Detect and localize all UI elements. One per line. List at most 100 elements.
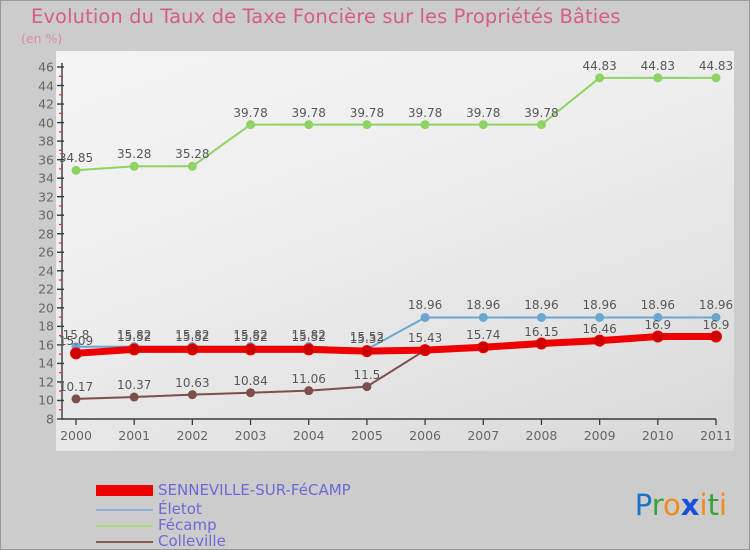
x-axis-tick-label: 2007: [467, 428, 500, 443]
x-axis-tick-label: 2005: [351, 428, 383, 443]
legend-color-swatch: [96, 541, 153, 543]
chart-unit-label: (en %): [21, 31, 63, 46]
data-point-label: 15.43: [407, 331, 443, 346]
data-point: [187, 390, 197, 400]
data-point: [244, 343, 257, 356]
logo-letter: x: [680, 488, 700, 522]
legend-item[interactable]: Életot: [96, 500, 476, 518]
y-axis-tick-label: 30: [38, 207, 54, 223]
y-axis-tick-label: 22: [38, 281, 54, 297]
data-point: [420, 312, 430, 322]
data-point-label: 39.78: [291, 105, 326, 120]
data-point-label: 15.09: [58, 334, 94, 349]
data-point-label: 15.74: [466, 328, 501, 343]
y-axis-tick-label: 40: [38, 115, 54, 131]
y-axis-tick-label: 10: [38, 392, 54, 408]
y-axis-tick-label: 20: [38, 300, 54, 316]
data-point-label: 15.52: [116, 330, 152, 345]
data-point-label: 44.83: [698, 58, 734, 73]
data-point-label: 39.78: [233, 105, 268, 120]
data-point-label: 18.96: [640, 298, 675, 313]
logo-letter: i: [718, 488, 727, 522]
y-axis-tick-label: 42: [38, 96, 54, 112]
data-point: [362, 382, 372, 392]
data-point: [362, 120, 372, 130]
data-point: [187, 161, 197, 171]
data-point-label: 35.28: [116, 147, 152, 162]
y-axis-tick-label: 16: [38, 337, 54, 353]
legend-item[interactable]: Colleville: [96, 532, 476, 550]
logo-letter: P: [634, 488, 652, 522]
data-point-label: 39.78: [524, 105, 559, 120]
data-point-label: 16.9: [644, 317, 672, 332]
data-point: [653, 73, 663, 83]
legend-item[interactable]: Fécamp: [96, 516, 476, 534]
legend-color-swatch: [96, 509, 153, 511]
y-axis-tick-label: 34: [38, 170, 54, 186]
data-point: [129, 392, 139, 402]
data-point: [478, 312, 488, 322]
y-axis-tick-label: 24: [38, 263, 54, 279]
data-point: [246, 120, 256, 130]
data-point-label: 10.84: [233, 373, 268, 388]
data-point: [71, 394, 81, 404]
data-point: [129, 161, 139, 171]
y-axis-tick-label: 8: [46, 411, 54, 427]
y-axis-tick-label: 14: [38, 355, 54, 371]
data-point-label: 39.78: [466, 105, 501, 120]
data-point: [477, 341, 490, 354]
logo-letter: t: [707, 488, 719, 522]
data-point-label: 39.78: [407, 105, 443, 120]
data-point: [711, 312, 721, 322]
x-axis-tick-label: 2003: [234, 428, 267, 443]
data-point: [651, 330, 664, 343]
data-point-label: 15.33: [349, 332, 385, 347]
data-point: [711, 73, 721, 83]
y-axis-tick-label: 18: [38, 318, 54, 334]
data-point: [595, 312, 605, 322]
data-point-label: 15.82: [233, 327, 268, 342]
legend-label: Életot: [158, 500, 202, 518]
x-axis-tick-label: 2002: [176, 428, 209, 443]
data-point-label: 16.9: [702, 317, 730, 332]
data-point-label: 15.82: [291, 327, 326, 342]
data-point: [595, 73, 605, 83]
legend-item[interactable]: SENNEVILLE-SUR-FéCAMP: [96, 481, 476, 502]
legend-color-swatch: [96, 485, 153, 496]
data-point: [535, 337, 548, 350]
y-axis-tick-label: 12: [38, 374, 54, 390]
x-axis-tick-label: 2000: [60, 428, 92, 443]
data-point: [302, 343, 315, 356]
x-axis-tick-label: 2010: [641, 428, 674, 443]
legend-label: SENNEVILLE-SUR-FéCAMP: [158, 481, 351, 499]
data-point-label: 18.96: [466, 298, 501, 313]
data-point: [186, 343, 199, 356]
data-point-label: 35.28: [175, 147, 210, 162]
legend-color-swatch: [96, 525, 153, 527]
y-axis-tick-label: 36: [38, 152, 54, 168]
data-point: [304, 386, 314, 396]
data-point-label: 44.83: [640, 58, 675, 73]
page-title: Evolution du Taux de Taxe Foncière sur l…: [31, 5, 621, 28]
plot-area: [56, 51, 734, 451]
legend-label: Fécamp: [158, 516, 217, 534]
series-line: [75, 76, 717, 172]
data-point-label: 44.83: [582, 58, 617, 73]
data-point: [710, 330, 722, 343]
data-point: [71, 165, 81, 175]
data-point-label: 34.85: [58, 151, 94, 166]
data-point-label: 15.52: [233, 330, 268, 345]
legend-label: Colleville: [158, 532, 226, 550]
data-point: [246, 388, 256, 398]
data-point-label: 18.96: [698, 298, 734, 313]
data-point: [536, 312, 546, 322]
data-point: [419, 344, 432, 357]
data-point-label: 15.82: [175, 327, 210, 342]
data-point-label: 18.96: [407, 298, 443, 313]
data-point: [653, 312, 663, 322]
data-point: [478, 120, 488, 130]
data-point: [304, 120, 314, 130]
data-point-label: 11.5: [353, 367, 381, 382]
series-line: [72, 333, 720, 357]
